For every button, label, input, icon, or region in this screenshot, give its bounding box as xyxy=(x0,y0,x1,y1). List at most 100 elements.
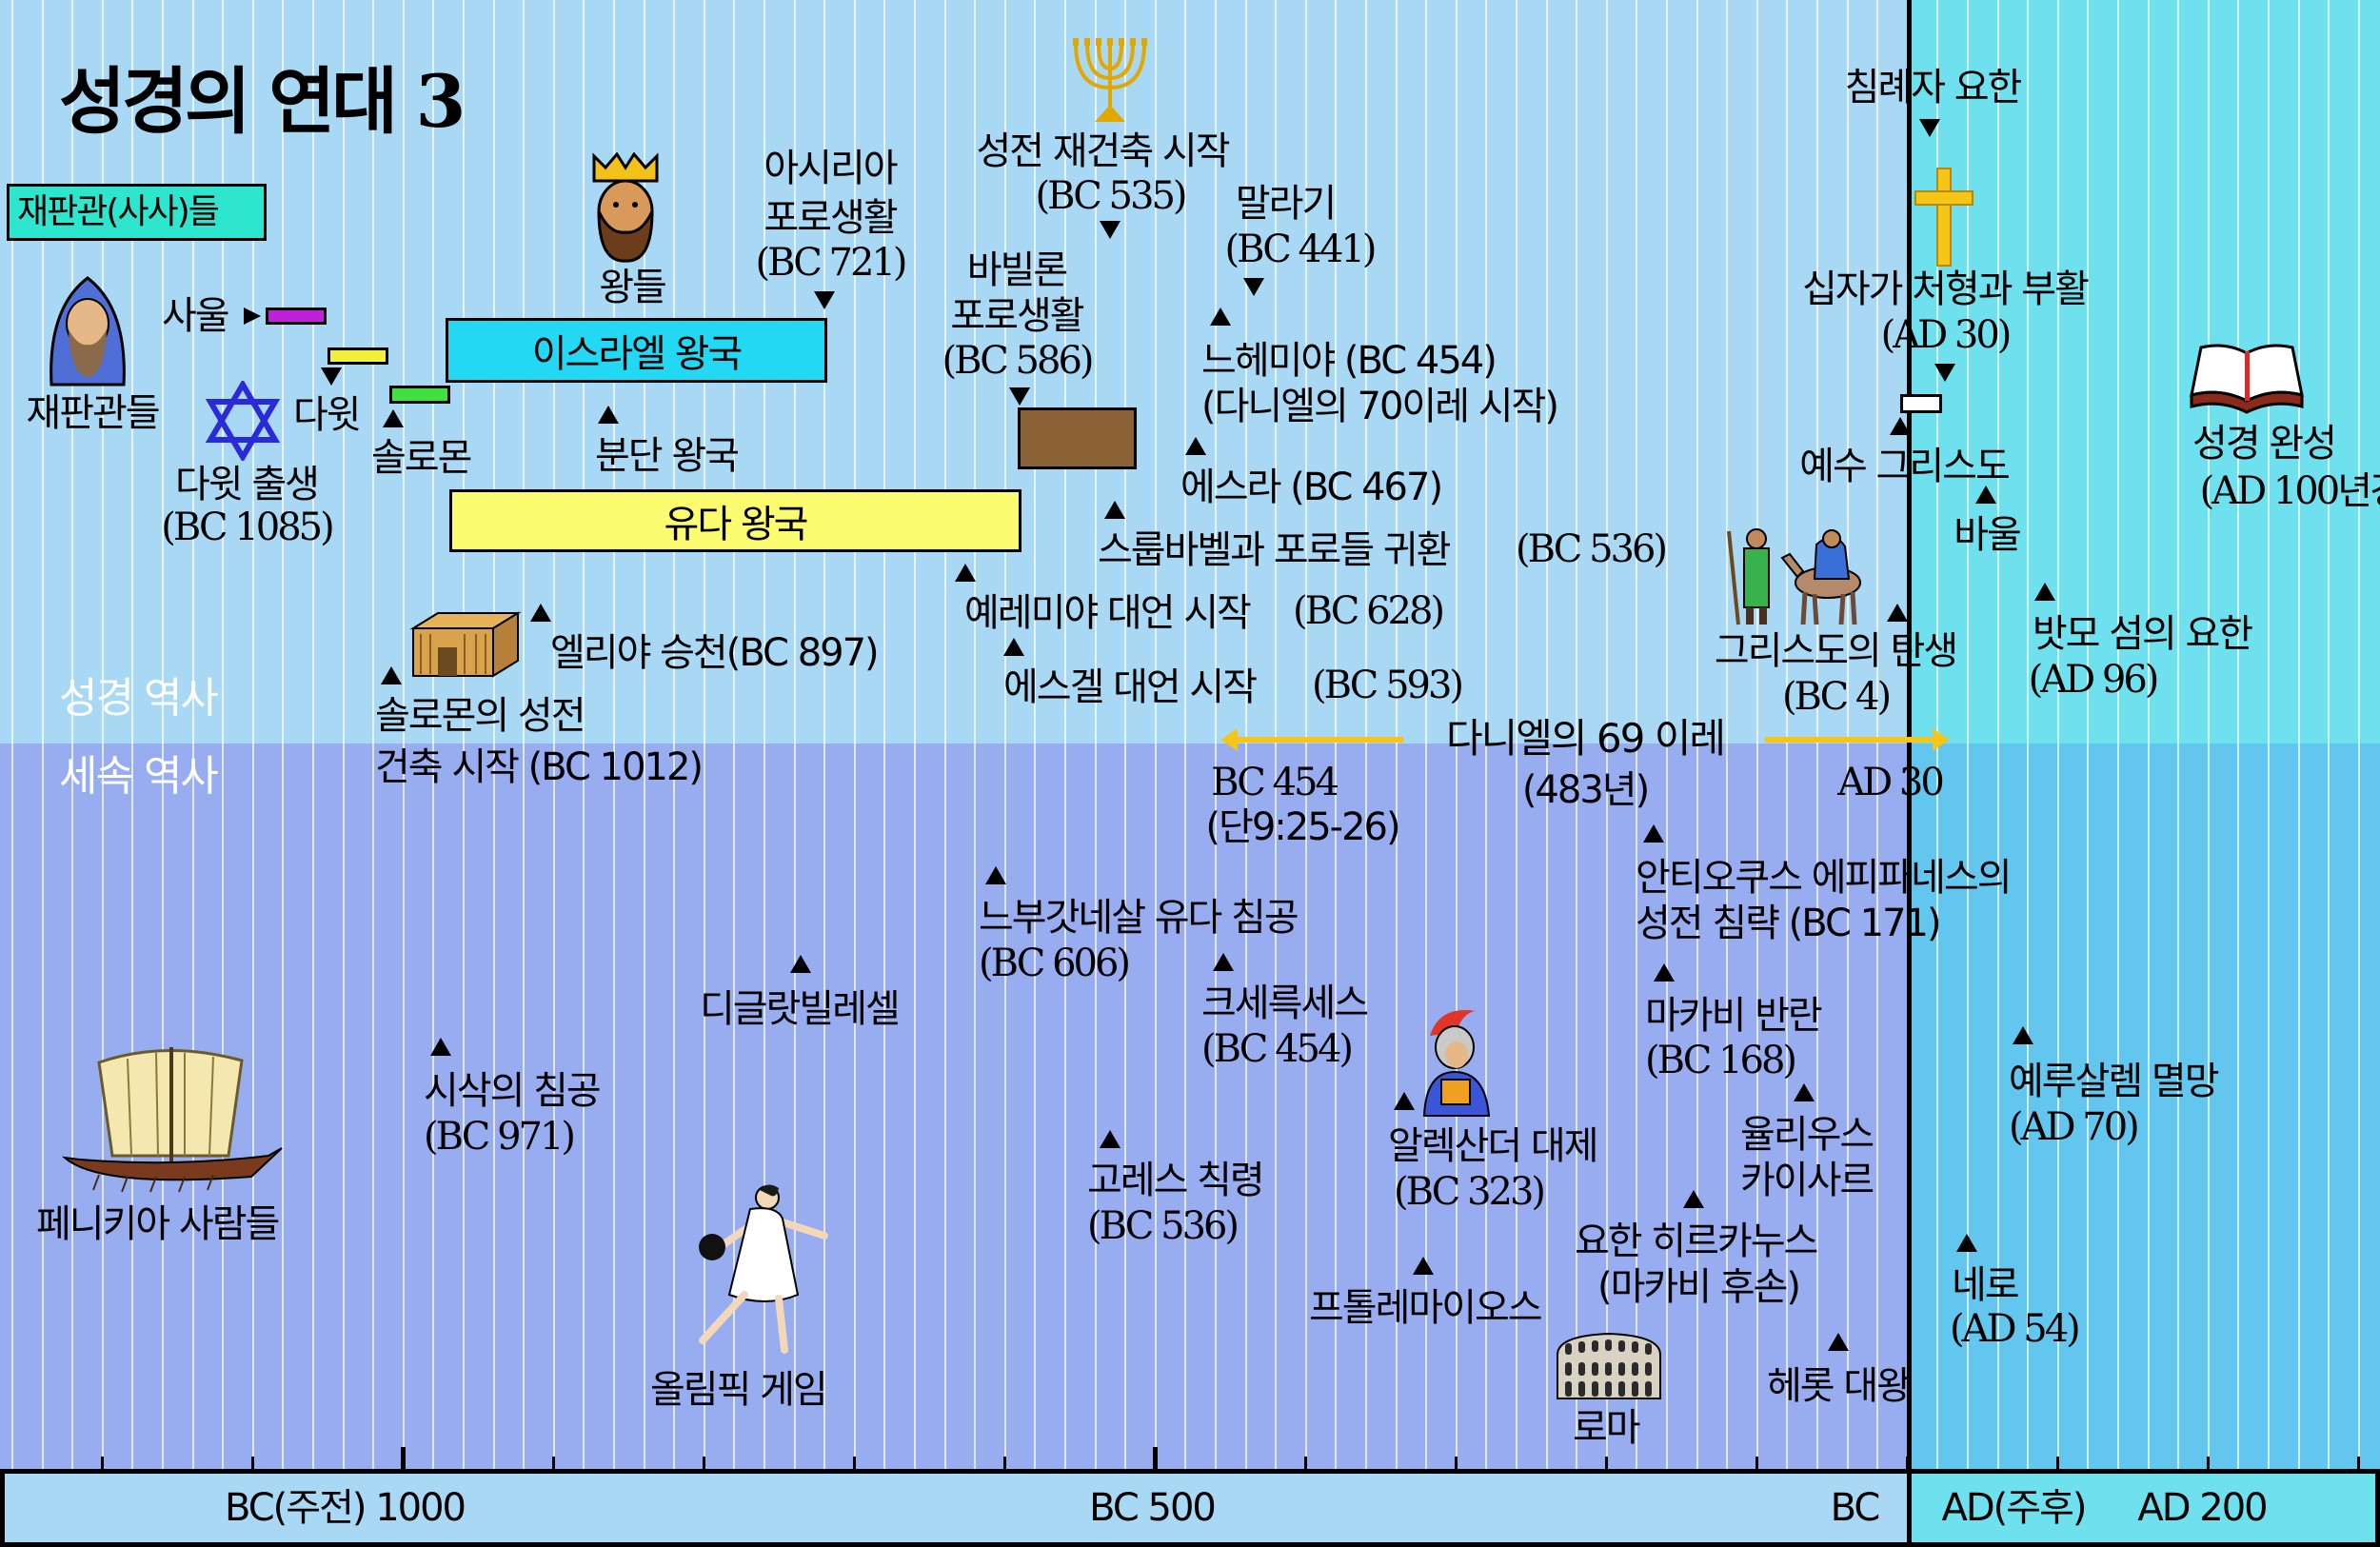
crucifixion-marker xyxy=(1934,364,1955,382)
shishak-marker xyxy=(430,1038,451,1056)
grid-line xyxy=(643,0,645,1469)
grid-line xyxy=(703,0,705,1469)
grid-line xyxy=(914,0,916,1469)
daniel69-label: 다니엘의 69 이레 xyxy=(1446,715,1726,762)
grid-line xyxy=(1034,0,1037,1469)
grid-line xyxy=(312,0,314,1469)
david-birth-date: (BC 1085) xyxy=(161,506,334,549)
daniel69-start-ref: (단9:25-26) xyxy=(1205,805,1400,849)
colosseum-icon xyxy=(1557,1332,1661,1399)
babylon-marker xyxy=(1009,387,1030,406)
assyria-date: (BC 721) xyxy=(755,241,907,285)
malachi-marker xyxy=(1243,278,1264,296)
axis-tick xyxy=(1454,1457,1458,1472)
rome-label: 로마 xyxy=(1573,1406,1641,1450)
nero-label: 네로 xyxy=(1952,1263,2020,1307)
paul-marker xyxy=(1975,486,1996,504)
alexander-marker xyxy=(1394,1092,1415,1110)
nehemiah-label: 느헤미야 (BC 454) xyxy=(1201,339,1497,383)
john-baptist-label: 침례자 요한 xyxy=(1844,66,2023,109)
grid-line xyxy=(2027,0,2030,1469)
grid-line xyxy=(2328,0,2330,1469)
bc-ad-divider xyxy=(1907,0,1912,1547)
alexander-label: 알렉산더 대제 xyxy=(1388,1124,1599,1168)
kings-label: 왕들 xyxy=(599,266,667,309)
grid-line xyxy=(162,0,164,1469)
grid-line xyxy=(1184,0,1187,1469)
crucifixion-label: 십자가 처형과 부활 xyxy=(1802,268,2090,311)
grid-line xyxy=(1755,0,1758,1469)
major-tick-500 xyxy=(1153,1447,1158,1474)
axis-tick xyxy=(852,1457,856,1472)
daniel70-label: (다니엘의 70이레 시작) xyxy=(1201,385,1559,428)
grid-line xyxy=(251,0,254,1469)
grid-line xyxy=(2357,0,2360,1469)
judah-kingdom-bar: 유다 왕국 xyxy=(449,489,1021,552)
axis-line xyxy=(0,1469,2380,1474)
elijah-marker xyxy=(530,604,551,622)
xerxes-label: 크세륵세스 xyxy=(1201,982,1369,1025)
xerxes-marker xyxy=(1213,953,1234,971)
divided-kingdom-marker xyxy=(598,406,619,424)
grid-line xyxy=(1636,0,1638,1469)
grid-line xyxy=(853,0,856,1469)
judah-kingdom-label: 유다 왕국 xyxy=(664,503,809,546)
crucifixion-date: (AD 30) xyxy=(1880,313,2013,357)
jerusalem-date: (AD 70) xyxy=(2009,1105,2140,1149)
grid-line xyxy=(1335,0,1338,1469)
axis-label-bc: BC xyxy=(1830,1486,1881,1530)
grid-line xyxy=(1485,0,1488,1469)
grid-line xyxy=(1666,0,1668,1469)
olympic-label: 올림픽 게임 xyxy=(650,1368,828,1412)
grid-line xyxy=(1215,0,1217,1469)
david-marker xyxy=(321,367,342,386)
shishak-label: 시삭의 침공 xyxy=(424,1069,602,1113)
daniel69-arrow-left xyxy=(1228,737,1403,743)
julius-label-2: 카이사르 xyxy=(1740,1159,1874,1202)
bearded-judge-icon xyxy=(50,276,126,387)
grid-line xyxy=(492,0,495,1469)
jerusalem-label: 예루살렘 멸망 xyxy=(2009,1060,2220,1103)
ezra-label: 에스라 (BC 467) xyxy=(1180,466,1443,509)
temple-build-marker xyxy=(381,666,402,684)
grid-line xyxy=(2207,0,2210,1469)
axis-label-bc500: BC 500 xyxy=(1089,1486,1217,1530)
saul-bar xyxy=(266,307,327,325)
grid-line xyxy=(1545,0,1548,1469)
temple-rebuild-label: 성전 재건축 시작 xyxy=(976,129,1230,173)
grid-line xyxy=(222,0,225,1469)
saul-pointer xyxy=(244,307,261,325)
axis-tick xyxy=(1604,1457,1608,1472)
patmos-label: 밧모 섬의 요한 xyxy=(2032,612,2253,656)
grid-line xyxy=(613,0,615,1469)
maccabean-label: 마카비 반란 xyxy=(1645,994,1823,1038)
grid-line xyxy=(1516,0,1517,1469)
nebuchadnezzar-label: 느부갓네살 유다 침공 xyxy=(979,896,1299,940)
solomon-bar xyxy=(389,386,450,404)
jesus-marker xyxy=(1890,417,1911,435)
grid-line xyxy=(1395,0,1398,1469)
shishak-date: (BC 971) xyxy=(424,1115,576,1159)
grid-line xyxy=(1124,0,1127,1469)
nebuchadnezzar-marker xyxy=(985,866,1006,884)
axis-tick xyxy=(1002,1457,1006,1472)
david-label: 다윗 xyxy=(293,393,362,437)
grid-line xyxy=(2056,0,2059,1469)
assyria-marker xyxy=(814,291,835,309)
grid-line xyxy=(1996,0,1999,1469)
grid-line xyxy=(1244,0,1247,1469)
grid-line xyxy=(1576,0,1578,1469)
star-of-david-icon xyxy=(205,381,281,461)
daniel69-arrowhead-left xyxy=(1220,728,1238,751)
david-birth-label: 다윗 출생 xyxy=(175,463,320,506)
open-bible-icon xyxy=(2190,344,2304,414)
grid-line xyxy=(2147,0,2150,1469)
patmos-date: (AD 96) xyxy=(2028,658,2160,702)
grid-line xyxy=(823,0,826,1469)
grid-line xyxy=(11,0,13,1469)
israel-kingdom-bar: 이스라엘 왕국 xyxy=(446,318,827,383)
page-title: 성경의 연대 3 xyxy=(59,59,466,144)
grid-line xyxy=(1605,0,1608,1469)
roman-soldier-icon xyxy=(1422,1010,1491,1117)
